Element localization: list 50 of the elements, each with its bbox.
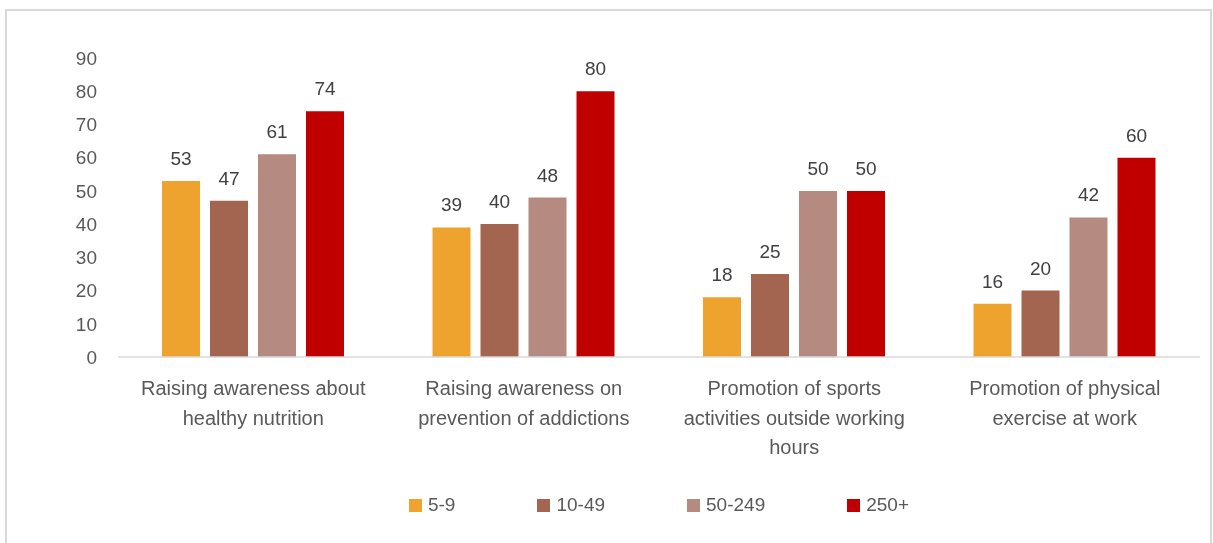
bar xyxy=(576,91,615,357)
data-label: 61 xyxy=(266,121,288,143)
y-tick-label: 50 xyxy=(75,180,97,202)
y-tick-label: 80 xyxy=(75,80,97,102)
data-label: 42 xyxy=(1077,184,1100,206)
data-label: 25 xyxy=(759,240,781,262)
y-tick-label: 60 xyxy=(75,147,97,169)
data-label: 16 xyxy=(981,270,1004,292)
y-tick-label: 90 xyxy=(75,47,97,69)
bar xyxy=(1069,217,1108,357)
legend-label: 50-249 xyxy=(706,493,766,517)
legend-label: 5-9 xyxy=(427,493,456,517)
bar xyxy=(973,303,1012,357)
y-tick-label: 40 xyxy=(75,213,97,235)
bar xyxy=(480,224,519,357)
data-label: 80 xyxy=(584,58,607,80)
y-tick-label: 70 xyxy=(75,114,97,136)
y-tick-label: 30 xyxy=(75,247,97,269)
bar xyxy=(703,297,741,357)
bar xyxy=(258,154,296,357)
data-label: 20 xyxy=(1029,257,1052,279)
bar xyxy=(847,190,885,357)
data-label: 74 xyxy=(314,78,336,100)
data-label: 47 xyxy=(218,167,240,189)
data-label: 50 xyxy=(807,157,829,179)
x-tick-label: Promotion of physical exercise at work xyxy=(969,377,1161,429)
bar xyxy=(528,197,567,357)
bar xyxy=(799,190,837,357)
y-tick-label: 0 xyxy=(86,346,97,368)
x-tick-label: Raising awareness on prevention of addictions xyxy=(418,377,630,429)
data-label: 39 xyxy=(440,194,463,216)
bar xyxy=(1117,157,1156,357)
data-label: 53 xyxy=(170,147,192,169)
bar xyxy=(210,200,248,357)
data-label: 60 xyxy=(1125,124,1148,146)
data-label: 50 xyxy=(855,157,877,179)
bar xyxy=(1021,290,1060,357)
data-label: 40 xyxy=(488,191,511,213)
x-tick-label: Promotion of sports activities outside working hours xyxy=(683,377,905,458)
x-tick-label: Raising awareness about healthy nutrition xyxy=(140,377,366,429)
legend-label: 250+ xyxy=(866,493,910,517)
bar xyxy=(306,111,344,357)
y-tick-label: 20 xyxy=(75,280,97,302)
y-tick-label: 10 xyxy=(75,313,97,335)
bar xyxy=(432,227,471,357)
bar xyxy=(751,273,789,357)
legend-label: 10-49 xyxy=(556,493,606,517)
data-label: 18 xyxy=(711,264,733,286)
bar xyxy=(162,180,200,357)
data-label: 48 xyxy=(536,164,559,186)
